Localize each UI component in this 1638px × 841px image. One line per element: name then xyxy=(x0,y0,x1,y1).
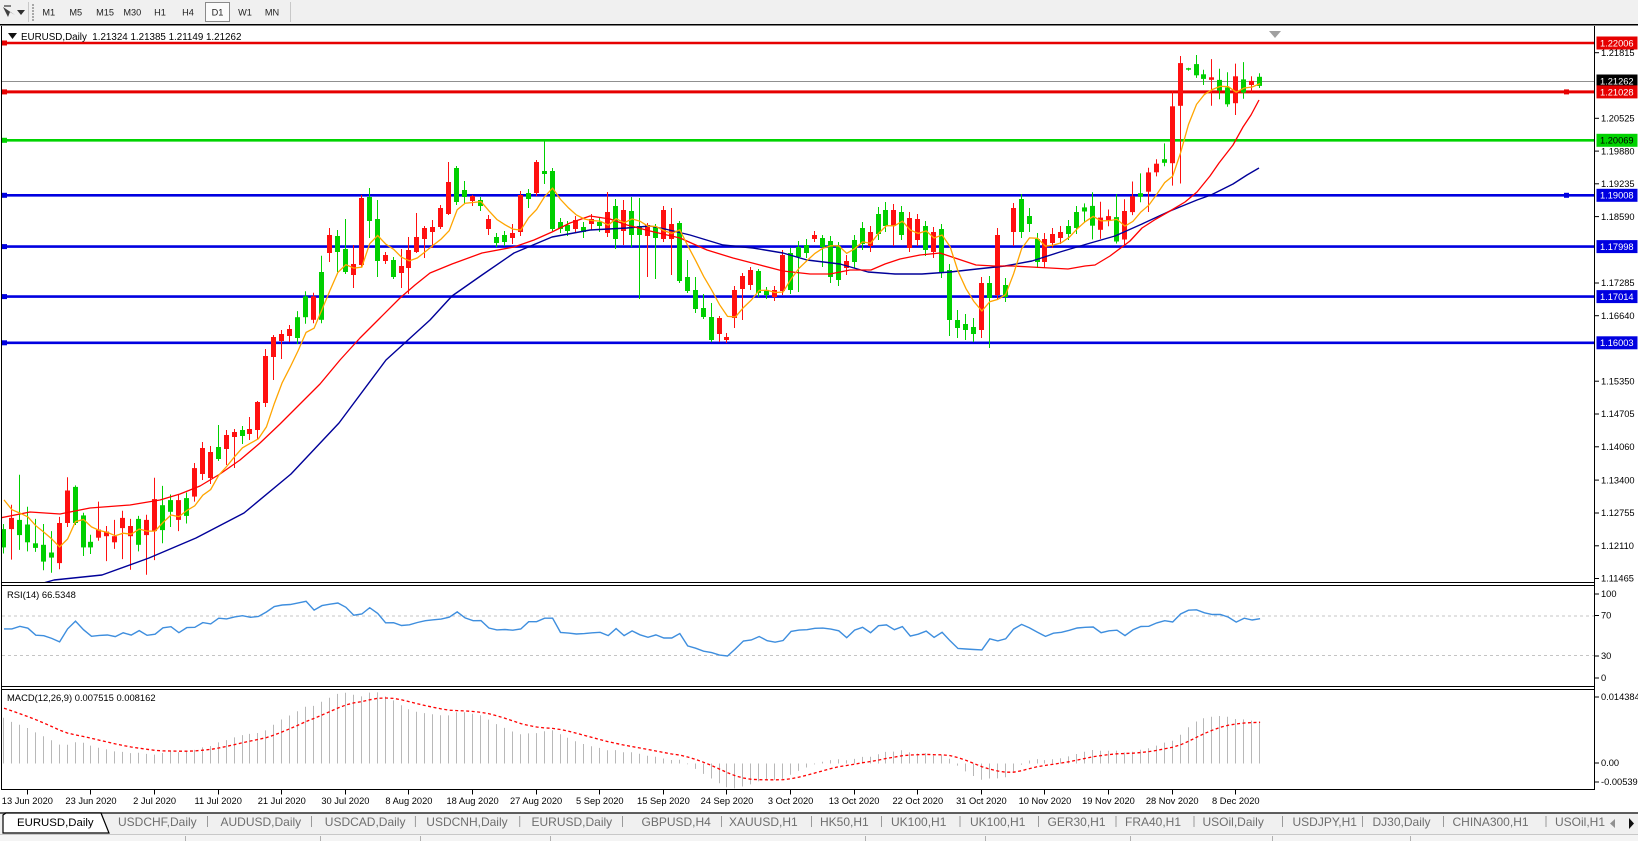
svg-text:1.22006: 1.22006 xyxy=(1600,38,1634,48)
svg-text:USDCHF,Daily: USDCHF,Daily xyxy=(118,815,197,829)
svg-text:UK100,H1: UK100,H1 xyxy=(891,815,947,829)
svg-text:10 Nov 2020: 10 Nov 2020 xyxy=(1019,796,1072,806)
svg-text:1.15350: 1.15350 xyxy=(1601,376,1635,386)
svg-text:AUDUSD,Daily: AUDUSD,Daily xyxy=(221,815,302,829)
svg-text:H4: H4 xyxy=(182,8,194,18)
svg-text:1.21028: 1.21028 xyxy=(1600,87,1634,97)
svg-text:GER30,H1: GER30,H1 xyxy=(1048,815,1106,829)
svg-text:UK100,H1: UK100,H1 xyxy=(970,815,1026,829)
svg-text:70: 70 xyxy=(1601,611,1611,621)
svg-text:1.12110: 1.12110 xyxy=(1601,541,1634,551)
svg-text:100: 100 xyxy=(1601,589,1617,599)
svg-text:USOil,Daily: USOil,Daily xyxy=(1203,815,1264,829)
svg-text:13 Oct 2020: 13 Oct 2020 xyxy=(829,796,880,806)
svg-text:1.17998: 1.17998 xyxy=(1600,242,1634,252)
svg-text:1.13400: 1.13400 xyxy=(1601,475,1635,485)
svg-text:1.19880: 1.19880 xyxy=(1601,146,1635,156)
svg-text:USDCAD,Daily: USDCAD,Daily xyxy=(325,815,406,829)
svg-text:24 Sep 2020: 24 Sep 2020 xyxy=(701,796,754,806)
svg-text:30: 30 xyxy=(1601,651,1611,661)
svg-text:1.21262: 1.21262 xyxy=(1600,76,1634,86)
svg-text:1.12755: 1.12755 xyxy=(1601,508,1635,518)
svg-text:13 Jun 2020: 13 Jun 2020 xyxy=(2,796,53,806)
svg-text:8 Dec 2020: 8 Dec 2020 xyxy=(1212,796,1260,806)
svg-text:1.17014: 1.17014 xyxy=(1600,292,1634,302)
svg-text:0.00: 0.00 xyxy=(1601,758,1619,768)
svg-text:19 Nov 2020: 19 Nov 2020 xyxy=(1082,796,1135,806)
svg-text:1.14060: 1.14060 xyxy=(1601,442,1635,452)
svg-text:USDJPY,H1: USDJPY,H1 xyxy=(1293,815,1358,829)
svg-text:H1: H1 xyxy=(154,8,166,18)
svg-text:M1: M1 xyxy=(42,8,55,18)
svg-text:RSI(14) 66.5348: RSI(14) 66.5348 xyxy=(7,589,76,600)
svg-text:D1: D1 xyxy=(212,8,224,18)
svg-text:USOil,H1: USOil,H1 xyxy=(1555,815,1605,829)
svg-text:USDCNH,Daily: USDCNH,Daily xyxy=(426,815,507,829)
svg-text:EURUSD,Daily: EURUSD,Daily xyxy=(532,815,613,829)
svg-text:1.21815: 1.21815 xyxy=(1601,48,1635,58)
svg-text:18 Aug 2020: 18 Aug 2020 xyxy=(446,796,498,806)
svg-text:22 Oct 2020: 22 Oct 2020 xyxy=(892,796,943,806)
svg-text:15 Sep 2020: 15 Sep 2020 xyxy=(637,796,690,806)
svg-text:1.17285: 1.17285 xyxy=(1601,278,1635,288)
svg-text:1.20525: 1.20525 xyxy=(1601,114,1635,124)
svg-text:1.14705: 1.14705 xyxy=(1601,409,1635,419)
svg-text:DJ30,Daily: DJ30,Daily xyxy=(1373,815,1431,829)
svg-text:23 Jun 2020: 23 Jun 2020 xyxy=(65,796,116,806)
svg-text:27 Aug 2020: 27 Aug 2020 xyxy=(510,796,562,806)
svg-text:HK50,H1: HK50,H1 xyxy=(820,815,869,829)
svg-text:30 Jul 2020: 30 Jul 2020 xyxy=(321,796,369,806)
svg-text:1.19235: 1.19235 xyxy=(1601,179,1635,189)
svg-text:8 Aug 2020: 8 Aug 2020 xyxy=(385,796,432,806)
svg-text:1.19008: 1.19008 xyxy=(1600,191,1634,201)
svg-text:M15: M15 xyxy=(96,8,114,18)
svg-text:0.014384: 0.014384 xyxy=(1601,692,1638,702)
svg-text:-0.005396: -0.005396 xyxy=(1601,777,1638,787)
svg-text:21 Jul 2020: 21 Jul 2020 xyxy=(258,796,306,806)
svg-text:1.16640: 1.16640 xyxy=(1601,311,1635,321)
svg-text:31 Oct 2020: 31 Oct 2020 xyxy=(956,796,1007,806)
svg-text:FRA40,H1: FRA40,H1 xyxy=(1125,815,1181,829)
svg-text:CHINA300,H1: CHINA300,H1 xyxy=(1453,815,1529,829)
svg-text:1.20069: 1.20069 xyxy=(1600,136,1634,146)
svg-text:XAUUSD,H1: XAUUSD,H1 xyxy=(729,815,798,829)
svg-text:1.16003: 1.16003 xyxy=(1600,338,1634,348)
svg-text:MACD(12,26,9) 0.007515 0.00816: MACD(12,26,9) 0.007515 0.008162 xyxy=(7,692,156,703)
svg-text:3 Oct 2020: 3 Oct 2020 xyxy=(768,796,813,806)
svg-text:MN: MN xyxy=(265,8,279,18)
svg-text:GBPUSD,H4: GBPUSD,H4 xyxy=(642,815,712,829)
svg-text:5 Sep 2020: 5 Sep 2020 xyxy=(576,796,624,806)
svg-text:1.18590: 1.18590 xyxy=(1601,212,1635,222)
svg-text:0: 0 xyxy=(1601,673,1606,683)
svg-text:11 Jul 2020: 11 Jul 2020 xyxy=(195,796,242,806)
svg-text:28 Nov 2020: 28 Nov 2020 xyxy=(1146,796,1199,806)
svg-text:EURUSD,Daily 1.21324 1.21385: EURUSD,Daily 1.21324 1.21385 1.21149 1.2… xyxy=(21,32,241,43)
svg-text:M30: M30 xyxy=(123,8,141,18)
svg-text:W1: W1 xyxy=(238,8,252,18)
svg-text:2 Jul 2020: 2 Jul 2020 xyxy=(133,796,176,806)
svg-text:M5: M5 xyxy=(69,8,82,18)
svg-text:1.11465: 1.11465 xyxy=(1601,574,1634,584)
svg-text:EURUSD,Daily: EURUSD,Daily xyxy=(17,817,94,829)
